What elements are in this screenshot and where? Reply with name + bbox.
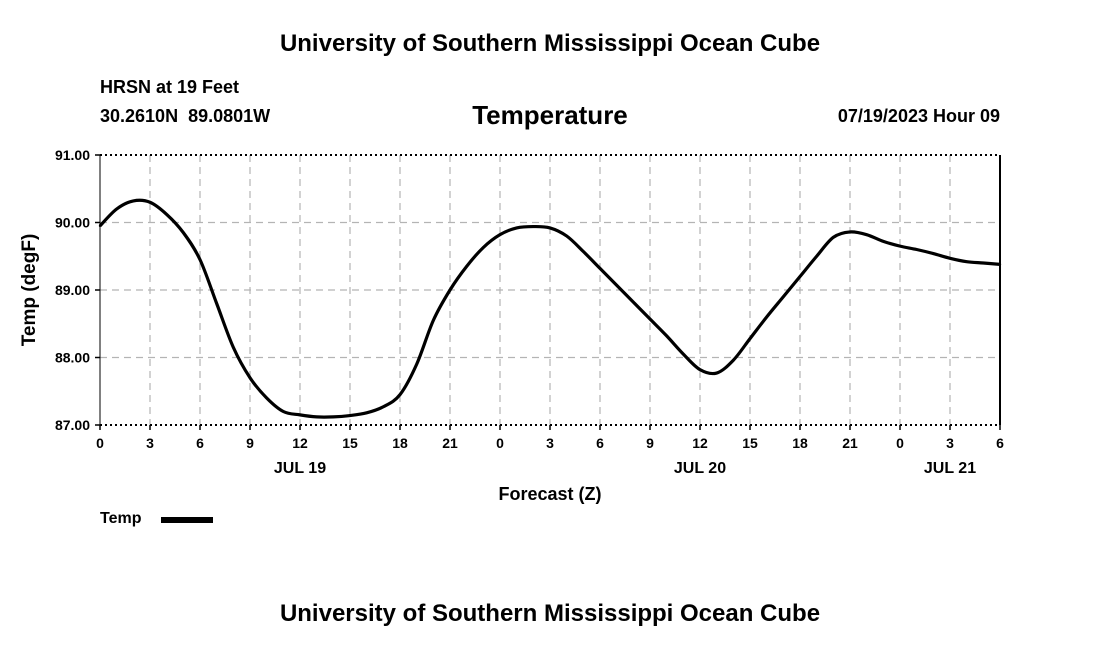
data-point [598, 267, 602, 270]
x-tick-label: 6 [596, 435, 604, 451]
x-tick-label: 6 [196, 435, 204, 451]
data-point [698, 368, 702, 371]
x-tick-label: 6 [996, 435, 1004, 451]
x-date-label: JUL 20 [674, 460, 726, 477]
data-point [182, 231, 185, 234]
data-point [582, 250, 585, 253]
data-point [782, 295, 785, 298]
data-point [248, 376, 252, 379]
station-label: HRSN at 19 Feet [100, 77, 240, 97]
data-point [298, 413, 302, 417]
y-tick-label: 87.00 [55, 417, 90, 433]
data-point [115, 207, 118, 211]
data-point [832, 236, 835, 239]
y-axis-title: Temp (degF) [19, 234, 40, 347]
data-point [265, 396, 268, 400]
x-tick-label: 3 [146, 435, 154, 451]
data-point [515, 226, 518, 230]
data-point [865, 233, 868, 236]
data-point [948, 257, 952, 260]
data-point [532, 225, 535, 228]
data-point [615, 284, 618, 287]
x-tick-label: 0 [96, 435, 104, 451]
data-point [732, 359, 735, 362]
data-point [365, 411, 368, 415]
data-point [748, 337, 752, 340]
data-point [682, 352, 685, 356]
x-date-label: JUL 19 [274, 460, 326, 477]
page-title-bottom: University of Southern Mississippi Ocean… [279, 600, 821, 627]
y-tick-label: 91.00 [55, 147, 90, 163]
data-point [798, 275, 802, 278]
x-tick-label: 12 [292, 435, 308, 451]
data-point [398, 393, 402, 396]
x-tick-label: 3 [946, 435, 954, 451]
station-coordinates: 30.2610N 89.0801W [100, 106, 271, 126]
data-point [448, 288, 452, 292]
data-point [215, 302, 218, 305]
y-tick-label: 88.00 [55, 350, 90, 366]
data-point [465, 265, 468, 268]
data-point [848, 230, 852, 234]
data-point [898, 244, 902, 248]
x-tick-label: 0 [896, 435, 904, 451]
data-point [282, 410, 285, 413]
data-point [998, 263, 1002, 266]
x-tick-label: 12 [692, 435, 708, 451]
data-point [415, 363, 418, 366]
data-point [432, 319, 435, 322]
x-tick-label: 9 [246, 435, 254, 451]
data-point [932, 252, 935, 255]
data-point [315, 415, 318, 419]
data-point [548, 226, 552, 230]
data-point [915, 248, 918, 251]
x-date-label: JUL 21 [924, 460, 976, 477]
x-tick-label: 3 [546, 435, 554, 451]
x-tick-label: 18 [392, 435, 408, 451]
x-tick-label: 21 [442, 435, 458, 451]
data-point [665, 334, 668, 338]
x-tick-label: 9 [646, 435, 654, 451]
data-point [232, 346, 235, 349]
data-point [348, 414, 352, 417]
data-point [148, 201, 152, 204]
data-point [482, 246, 485, 249]
x-tick-label: 18 [792, 435, 808, 451]
data-point [882, 240, 885, 243]
x-axis-title: Forecast (Z) [498, 484, 601, 504]
data-point [332, 415, 335, 419]
data-point [715, 371, 718, 375]
data-point [982, 261, 985, 265]
data-point [648, 317, 652, 321]
x-tick-label: 15 [342, 435, 358, 451]
x-tick-label: 21 [842, 435, 858, 451]
page-title-top: University of Southern Mississippi Ocean… [279, 30, 821, 57]
data-point [132, 199, 135, 203]
legend-line-swatch [161, 517, 213, 523]
y-tick-label: 89.00 [55, 282, 90, 298]
x-tick-label: 15 [742, 435, 758, 451]
legend-label: Temp [100, 510, 142, 527]
data-point [382, 405, 385, 408]
data-point [98, 224, 102, 228]
data-point [765, 315, 768, 319]
data-point [815, 255, 818, 258]
data-point [165, 213, 168, 216]
data-point [965, 260, 968, 263]
data-point [198, 258, 202, 261]
y-tick-label: 90.00 [55, 215, 90, 231]
plot-title: Temperature [472, 100, 628, 130]
data-point [632, 300, 635, 304]
data-point [498, 233, 502, 236]
x-tick-label: 0 [496, 435, 504, 451]
data-point [565, 234, 568, 238]
forecast-timestamp: 07/19/2023 Hour 09 [837, 106, 1000, 126]
